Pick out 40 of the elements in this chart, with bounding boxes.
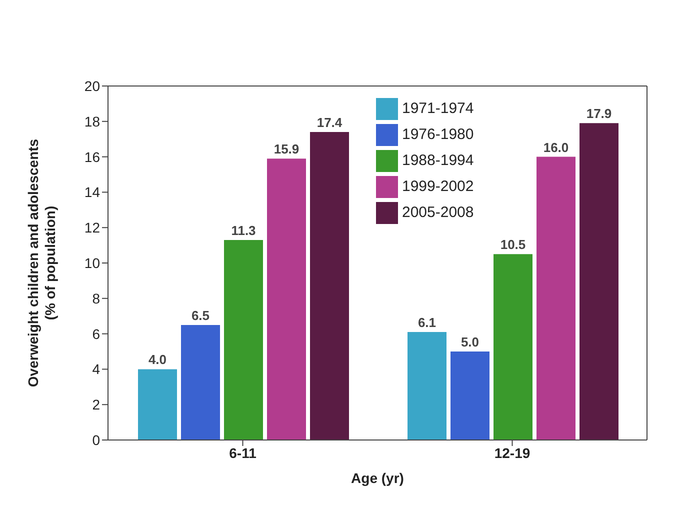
y-axis-title: Overweight children and adolescents (% of population) bbox=[25, 138, 58, 388]
bar bbox=[267, 158, 306, 440]
y-tick-label: 8 bbox=[92, 290, 100, 306]
bar bbox=[310, 132, 349, 440]
legend-label: 1971-1974 bbox=[402, 100, 474, 117]
x-axis-title: Age (yr) bbox=[351, 470, 404, 486]
data-label: 6.1 bbox=[418, 315, 436, 330]
y-tick-label: 10 bbox=[84, 254, 100, 271]
legend-label: 1999-2002 bbox=[402, 178, 474, 195]
y-tick-label: 14 bbox=[84, 184, 100, 200]
y-tick-label: 20 bbox=[84, 78, 100, 94]
legend-label: 1976-1980 bbox=[402, 126, 474, 143]
y-tick-label: 12 bbox=[84, 220, 100, 236]
bar bbox=[494, 254, 532, 440]
y-tick-label: 4 bbox=[92, 361, 100, 378]
data-label: 4.0 bbox=[148, 352, 167, 368]
x-tick-label: 6-11 bbox=[229, 444, 257, 461]
data-label: 17.4 bbox=[316, 115, 343, 130]
y-tick-label: 2 bbox=[92, 396, 100, 413]
bar bbox=[536, 156, 576, 440]
bar bbox=[181, 324, 220, 440]
legend-label: 1988-1994 bbox=[402, 152, 474, 169]
data-label: 5.0 bbox=[460, 334, 480, 350]
data-label: 6.5 bbox=[191, 308, 210, 323]
data-label: 10.5 bbox=[500, 237, 526, 252]
y-tick-label: 18 bbox=[84, 113, 100, 130]
data-label: 16.0 bbox=[543, 140, 569, 155]
y-tick-label: 6 bbox=[92, 326, 100, 342]
y-tick-label: 16 bbox=[84, 148, 100, 165]
data-label: 11.3 bbox=[231, 222, 256, 238]
y-tick-label: 0 bbox=[92, 432, 100, 448]
bar bbox=[138, 369, 177, 440]
data-label: 17.9 bbox=[586, 106, 612, 122]
bar bbox=[408, 332, 446, 440]
x-tick-label: 12-19 bbox=[494, 444, 530, 461]
bar bbox=[580, 123, 618, 440]
bar bbox=[224, 240, 263, 440]
legend-label: 2005-2008 bbox=[402, 204, 474, 221]
data-label: 15.9 bbox=[274, 142, 300, 157]
bar bbox=[450, 352, 490, 440]
